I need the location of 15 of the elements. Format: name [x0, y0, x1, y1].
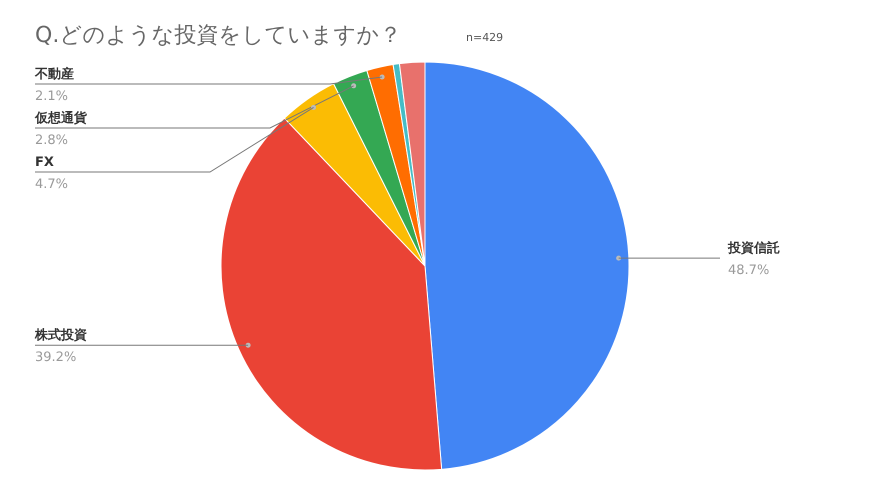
chart-title: Q.どのような投資をしていますか？ — [35, 23, 402, 48]
slice-label: FX — [35, 155, 54, 170]
slice-label: 株式投資 — [34, 327, 87, 344]
slice-label: 仮想通貨 — [34, 110, 88, 126]
chart-subtitle: n=429 — [466, 31, 504, 44]
pie-slice — [220, 118, 442, 470]
slice-label: 投資信託 — [727, 240, 780, 256]
data-label: 39.2% — [35, 350, 76, 366]
pie-slice — [284, 83, 426, 266]
data-label: 2.8% — [35, 133, 68, 148]
data-label: 48.7% — [728, 263, 770, 278]
pie-slice — [424, 62, 630, 470]
data-label: 4.7% — [35, 177, 68, 192]
slice-label: 不動産 — [34, 66, 74, 82]
data-label: 2.1% — [35, 89, 68, 104]
